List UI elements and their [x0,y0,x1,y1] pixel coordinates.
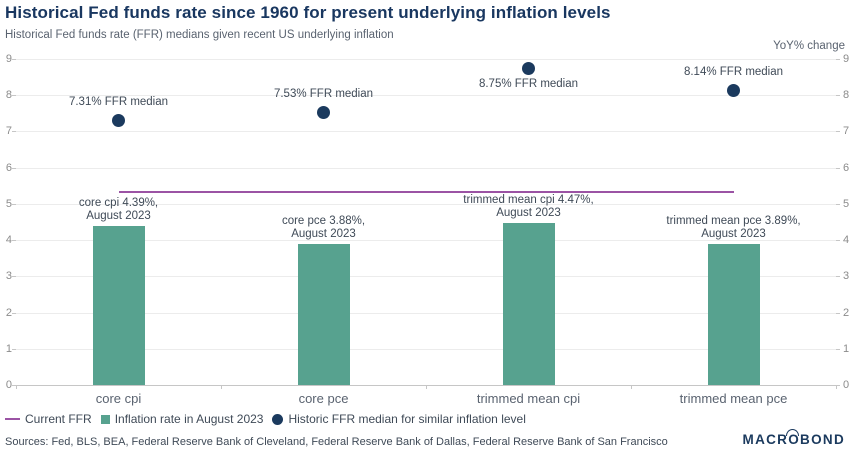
chart-subtitle: Historical Fed funds rate (FFR) medians … [5,29,394,41]
y-axis-label: 2 [5,306,12,319]
legend-square-swatch-icon [100,414,110,424]
legend: Current FFR Inflation rate in August 2023… [5,412,526,426]
legend-item-label: Historic FFR median for similar inflatio… [288,412,526,426]
y-axis-label: 5 [5,197,12,210]
x-category-label: trimmed mean cpi [476,391,581,406]
y-axis-tick [836,312,840,314]
bar-value-label: core pce 3.88%, August 2023 [281,215,366,241]
y-axis-tick [12,203,16,205]
chart-title: Historical Fed funds rate since 1960 for… [5,3,611,22]
y-axis-label: 7 [843,125,850,138]
ffr-median-label: 8.14% FFR median [683,65,784,78]
y-axis-label: 3 [843,270,850,283]
x-axis-tick [221,385,222,389]
y-axis-tick [12,131,16,133]
ffr-median-label: 7.31% FFR median [68,95,169,108]
plot-area: 0 0 1 1 2 2 3 3 4 4 5 5 6 6 7 7 8 8 9 9 core cpi core pce trim… [6,53,849,406]
y-axis-tick [836,348,840,350]
y-axis-label: 7 [5,125,12,138]
inflation-bar [707,244,760,385]
ffr-median-dot [727,83,740,97]
bar-value-label: trimmed mean cpi 4.47%, August 2023 [463,194,594,220]
current-ffr-line [118,190,734,193]
y-axis-label: 9 [5,53,12,65]
y-axis-tick [12,240,16,242]
y-axis-label: 3 [5,270,12,283]
ffr-median-dot [317,105,330,119]
y-axis-tick [12,276,16,278]
y-axis-tick [12,95,16,97]
logo-orbit-o-icon: O [786,429,801,447]
y-axis-tick [12,385,16,386]
x-axis-tick [426,385,427,389]
bar-value-label: trimmed mean pce 3.89%, August 2023 [666,215,801,241]
y-axis-tick [836,385,840,386]
legend-item: Historic FFR median for similar inflatio… [272,412,526,426]
legend-item: Inflation rate in August 2023 [100,412,264,426]
x-category-label: core cpi [95,391,142,406]
inflation-bar [92,225,145,385]
bar-value-label: core cpi 4.39%, August 2023 [78,196,159,222]
inflation-bar [502,223,555,385]
gridline [16,312,836,314]
y-axis-label: 0 [843,379,850,391]
x-category-label: core pce [298,391,349,406]
gridline [16,95,836,97]
y-axis-label: 4 [843,234,850,247]
y-axis-label: 4 [5,234,12,247]
x-category-label: trimmed mean pce [679,391,788,406]
logo-text-pre: MACR [742,432,789,447]
ffr-median-label: 7.53% FFR median [273,87,374,100]
macrobond-logo: MACROBOND [742,429,845,447]
x-axis-tick [16,385,17,389]
legend-item-label: Inflation rate in August 2023 [114,412,264,426]
y-axis-tick [836,240,840,242]
y-axis-tick [12,59,16,60]
legend-circle-swatch-icon [272,413,284,425]
legend-item-label: Current FFR [25,412,92,426]
y-axis-tick [12,167,16,169]
sources-note: Sources: Fed, BLS, BEA, Federal Reserve … [5,436,668,448]
y-axis-label: 5 [843,197,850,210]
y-axis-label: 0 [5,379,12,391]
logo-text-post: BOND [800,432,845,447]
y-axis-tick [836,95,840,97]
y-axis-unit-label: YoY% change [773,40,845,52]
y-axis-tick [836,131,840,133]
y-axis-label: 6 [843,161,850,174]
legend-line-swatch-icon [5,418,20,420]
gridline [16,167,836,169]
y-axis-label: 6 [5,161,12,174]
y-axis-label: 8 [5,89,12,102]
legend-item: Current FFR [5,412,92,426]
gridline [16,276,836,278]
y-axis-label: 2 [843,306,850,319]
gridline [16,59,836,60]
y-axis-tick [12,312,16,314]
gridline [16,131,836,133]
gridline [16,348,836,350]
y-axis-label: 1 [5,342,12,355]
y-axis-label: 8 [843,89,850,102]
gridline [16,203,836,205]
ffr-median-label: 8.75% FFR median [478,77,579,90]
x-axis-tick [631,385,632,389]
inflation-bar [297,244,350,385]
x-axis-tick [836,385,837,389]
y-axis-label: 9 [843,53,850,65]
y-axis-tick [836,203,840,205]
y-axis-tick [836,59,840,60]
ffr-median-dot [112,113,125,127]
y-axis-tick [12,348,16,350]
y-axis-tick [836,276,840,278]
y-axis-label: 1 [843,342,850,355]
gridline [16,240,836,242]
y-axis-tick [836,167,840,169]
ffr-median-dot [522,61,535,75]
